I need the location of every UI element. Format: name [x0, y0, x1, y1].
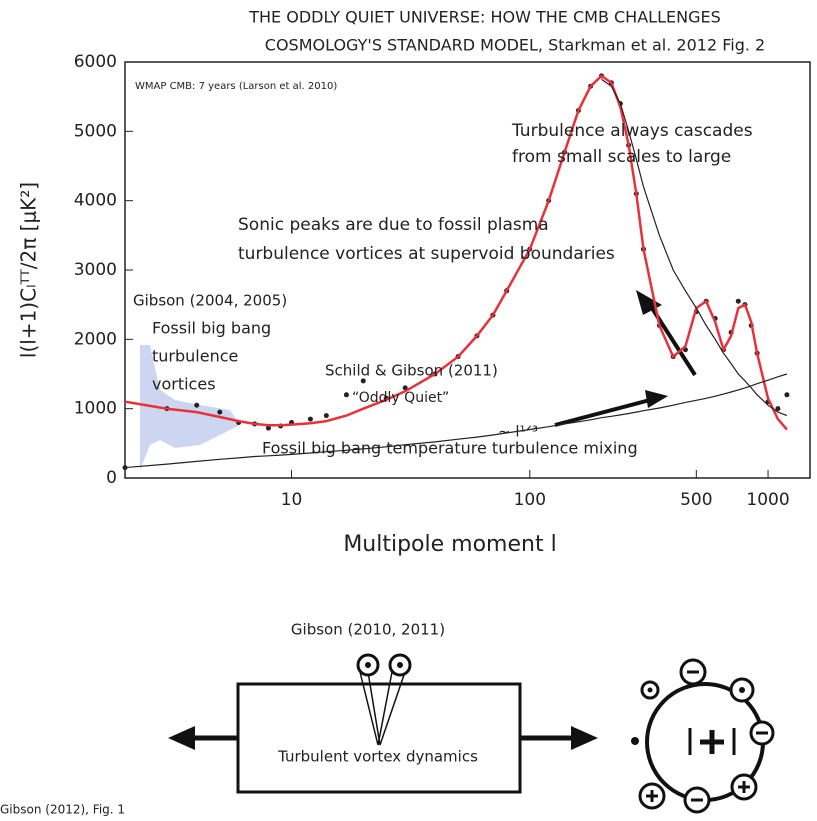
y-tick-label: 3000 [74, 260, 117, 280]
y-tick-label: 4000 [74, 191, 117, 211]
charge-signs [646, 670, 768, 802]
diagram-box-label: Turbulent vortex dynamics [277, 748, 478, 766]
data-point [323, 413, 329, 419]
data-point [265, 425, 271, 431]
cosmic-variance-band [140, 345, 240, 470]
chart-subtitle: COSMOLOGY'S STANDARD MODEL, Starkman et … [265, 36, 765, 55]
data-point [360, 378, 366, 384]
x-tick-label: 500 [680, 490, 712, 510]
annotation: ~ l¹ᐟ³ [498, 423, 538, 441]
y-tick-label: 0 [106, 468, 117, 488]
arrow-head [636, 290, 662, 315]
arrow-head [168, 726, 195, 750]
x-tick-label: 10 [281, 490, 303, 510]
charge-dot [647, 687, 653, 693]
data-point [307, 416, 313, 422]
annotation: Fossil big bang [152, 319, 271, 338]
y-tick-label: 6000 [74, 52, 117, 72]
annotation: Gibson (2004, 2005) [133, 292, 287, 310]
vortex-lines [359, 671, 406, 746]
data-point [784, 392, 790, 398]
vortex-circles [356, 653, 412, 677]
trend-line [601, 78, 788, 417]
annotation: Fossil big bang temperature turbulence m… [262, 439, 638, 458]
annotation: Sonic peaks are due to fossil plasma [238, 215, 549, 235]
x-axis-label: Multipole moment l [343, 532, 556, 557]
model-curve [124, 74, 788, 431]
y-tick-label: 2000 [74, 329, 117, 349]
charge-dot [739, 687, 745, 693]
data-point [735, 298, 741, 304]
diagram-title: Gibson (2010, 2011) [291, 621, 445, 639]
annotation: turbulence [152, 347, 238, 366]
chart-title: THE ODDLY QUIET UNIVERSE: HOW THE CMB CH… [248, 8, 720, 27]
annotation-arrows [554, 303, 697, 427]
annotation: Turbulence always cascades [511, 121, 753, 141]
annotation: vortices [152, 375, 216, 394]
annotation: “Oddly Quiet” [352, 390, 449, 406]
y-axis-label: l(l+1)Cₗᵀᵀ/2π [μK²] [17, 182, 41, 358]
annotation: from small scales to large [512, 147, 731, 167]
vortex-dot [397, 662, 403, 668]
annotation: turbulence vortices at supervoid boundar… [238, 244, 615, 264]
annotation: WMAP CMB: 7 years (Larson et al. 2010) [135, 81, 337, 92]
data-point [402, 385, 408, 391]
charge-dot [631, 737, 639, 745]
arrow-head [645, 390, 668, 408]
y-tick-label: 1000 [74, 399, 117, 419]
trend-line [124, 373, 788, 469]
vortex-dot [365, 662, 371, 668]
annotation: Schild & Gibson (2011) [325, 362, 498, 380]
data-point [343, 392, 349, 398]
x-tick-label: 1000 [746, 490, 789, 510]
y-tick-label: 5000 [74, 121, 117, 141]
figure-caption: Gibson (2012), Fig. 1 [0, 803, 125, 817]
data-point [217, 409, 223, 415]
data-point [775, 406, 781, 412]
x-tick-label: 100 [514, 490, 546, 510]
arrow-head [571, 726, 598, 750]
data-point [194, 402, 200, 408]
